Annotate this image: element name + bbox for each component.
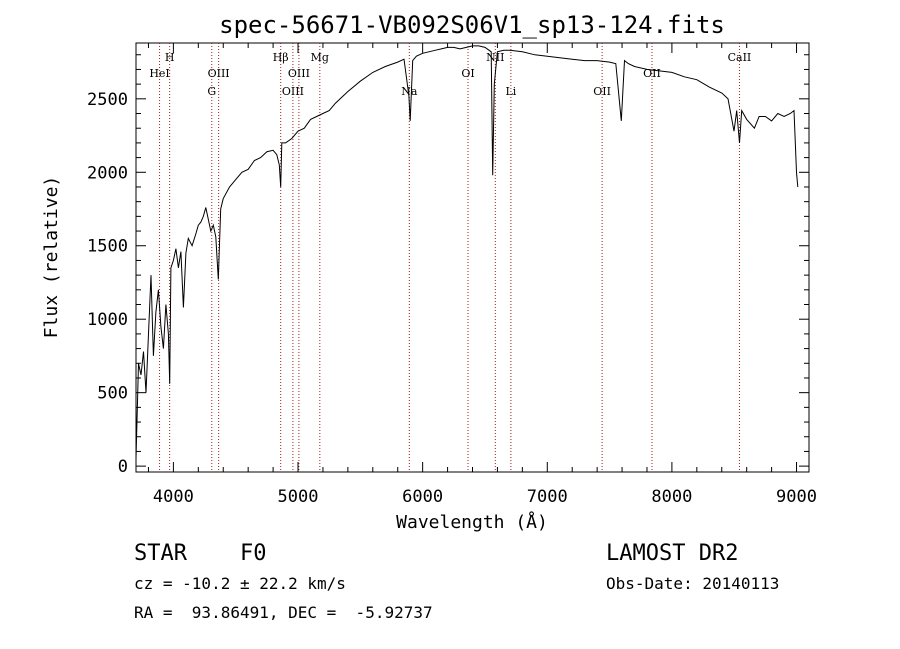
- line-marker-label: H: [165, 51, 175, 64]
- y-tick-label: 0: [118, 457, 128, 477]
- chart-title: spec-56671-VB092S06V1_sp13-124.fits: [219, 11, 725, 39]
- redshift-text: cz = -10.2 ± 22.2 km/s: [134, 574, 346, 593]
- x-tick-label: 6000: [402, 487, 443, 507]
- y-tick-label: 2500: [87, 90, 128, 110]
- line-marker-label: NII: [486, 51, 504, 64]
- x-tick-label: 8000: [651, 487, 692, 507]
- line-marker-label: OII: [593, 85, 611, 98]
- x-tick-label: 7000: [527, 487, 568, 507]
- y-tick-label: 1000: [87, 310, 128, 330]
- x-tick-label: 4000: [153, 487, 194, 507]
- line-marker-label: OI: [461, 67, 474, 80]
- line-marker-label: G: [207, 85, 216, 98]
- obs-date: Obs-Date: 20140113: [606, 574, 780, 593]
- line-marker-label: CaII: [728, 51, 752, 64]
- x-axis-label: Wavelength (Å): [396, 511, 548, 533]
- survey-name: LAMOST DR2: [606, 541, 739, 566]
- y-tick-label: 2000: [87, 163, 128, 183]
- line-marker-label: Li: [505, 85, 516, 98]
- line-marker-label: HeI: [149, 67, 169, 80]
- x-tick-label: 5000: [278, 487, 319, 507]
- y-tick-label: 500: [97, 384, 128, 404]
- plot-frame: [135, 42, 810, 473]
- coordinates: RA = 93.86491, DEC = -5.92737: [134, 603, 433, 622]
- line-marker-label: Mg: [311, 51, 329, 64]
- spectrum-series-line: [135, 45, 799, 459]
- line-marker-label: Hβ: [273, 51, 289, 64]
- x-tick-label: 9000: [776, 487, 817, 507]
- object-subclass: F0: [240, 541, 267, 566]
- y-axis-label: Flux (relative): [41, 176, 62, 339]
- line-marker-label: OIII: [208, 67, 230, 80]
- line-marker-label: OIII: [282, 85, 304, 98]
- object-class: STAR: [134, 541, 187, 566]
- axes: 4000 5000 6000 7000 8000 9000 0 500 1000 1500 2000…: [87, 43, 817, 507]
- line-marker-label: Na: [401, 85, 418, 98]
- line-marker-label: OIII: [288, 67, 310, 80]
- y-tick-label: 1500: [87, 237, 128, 257]
